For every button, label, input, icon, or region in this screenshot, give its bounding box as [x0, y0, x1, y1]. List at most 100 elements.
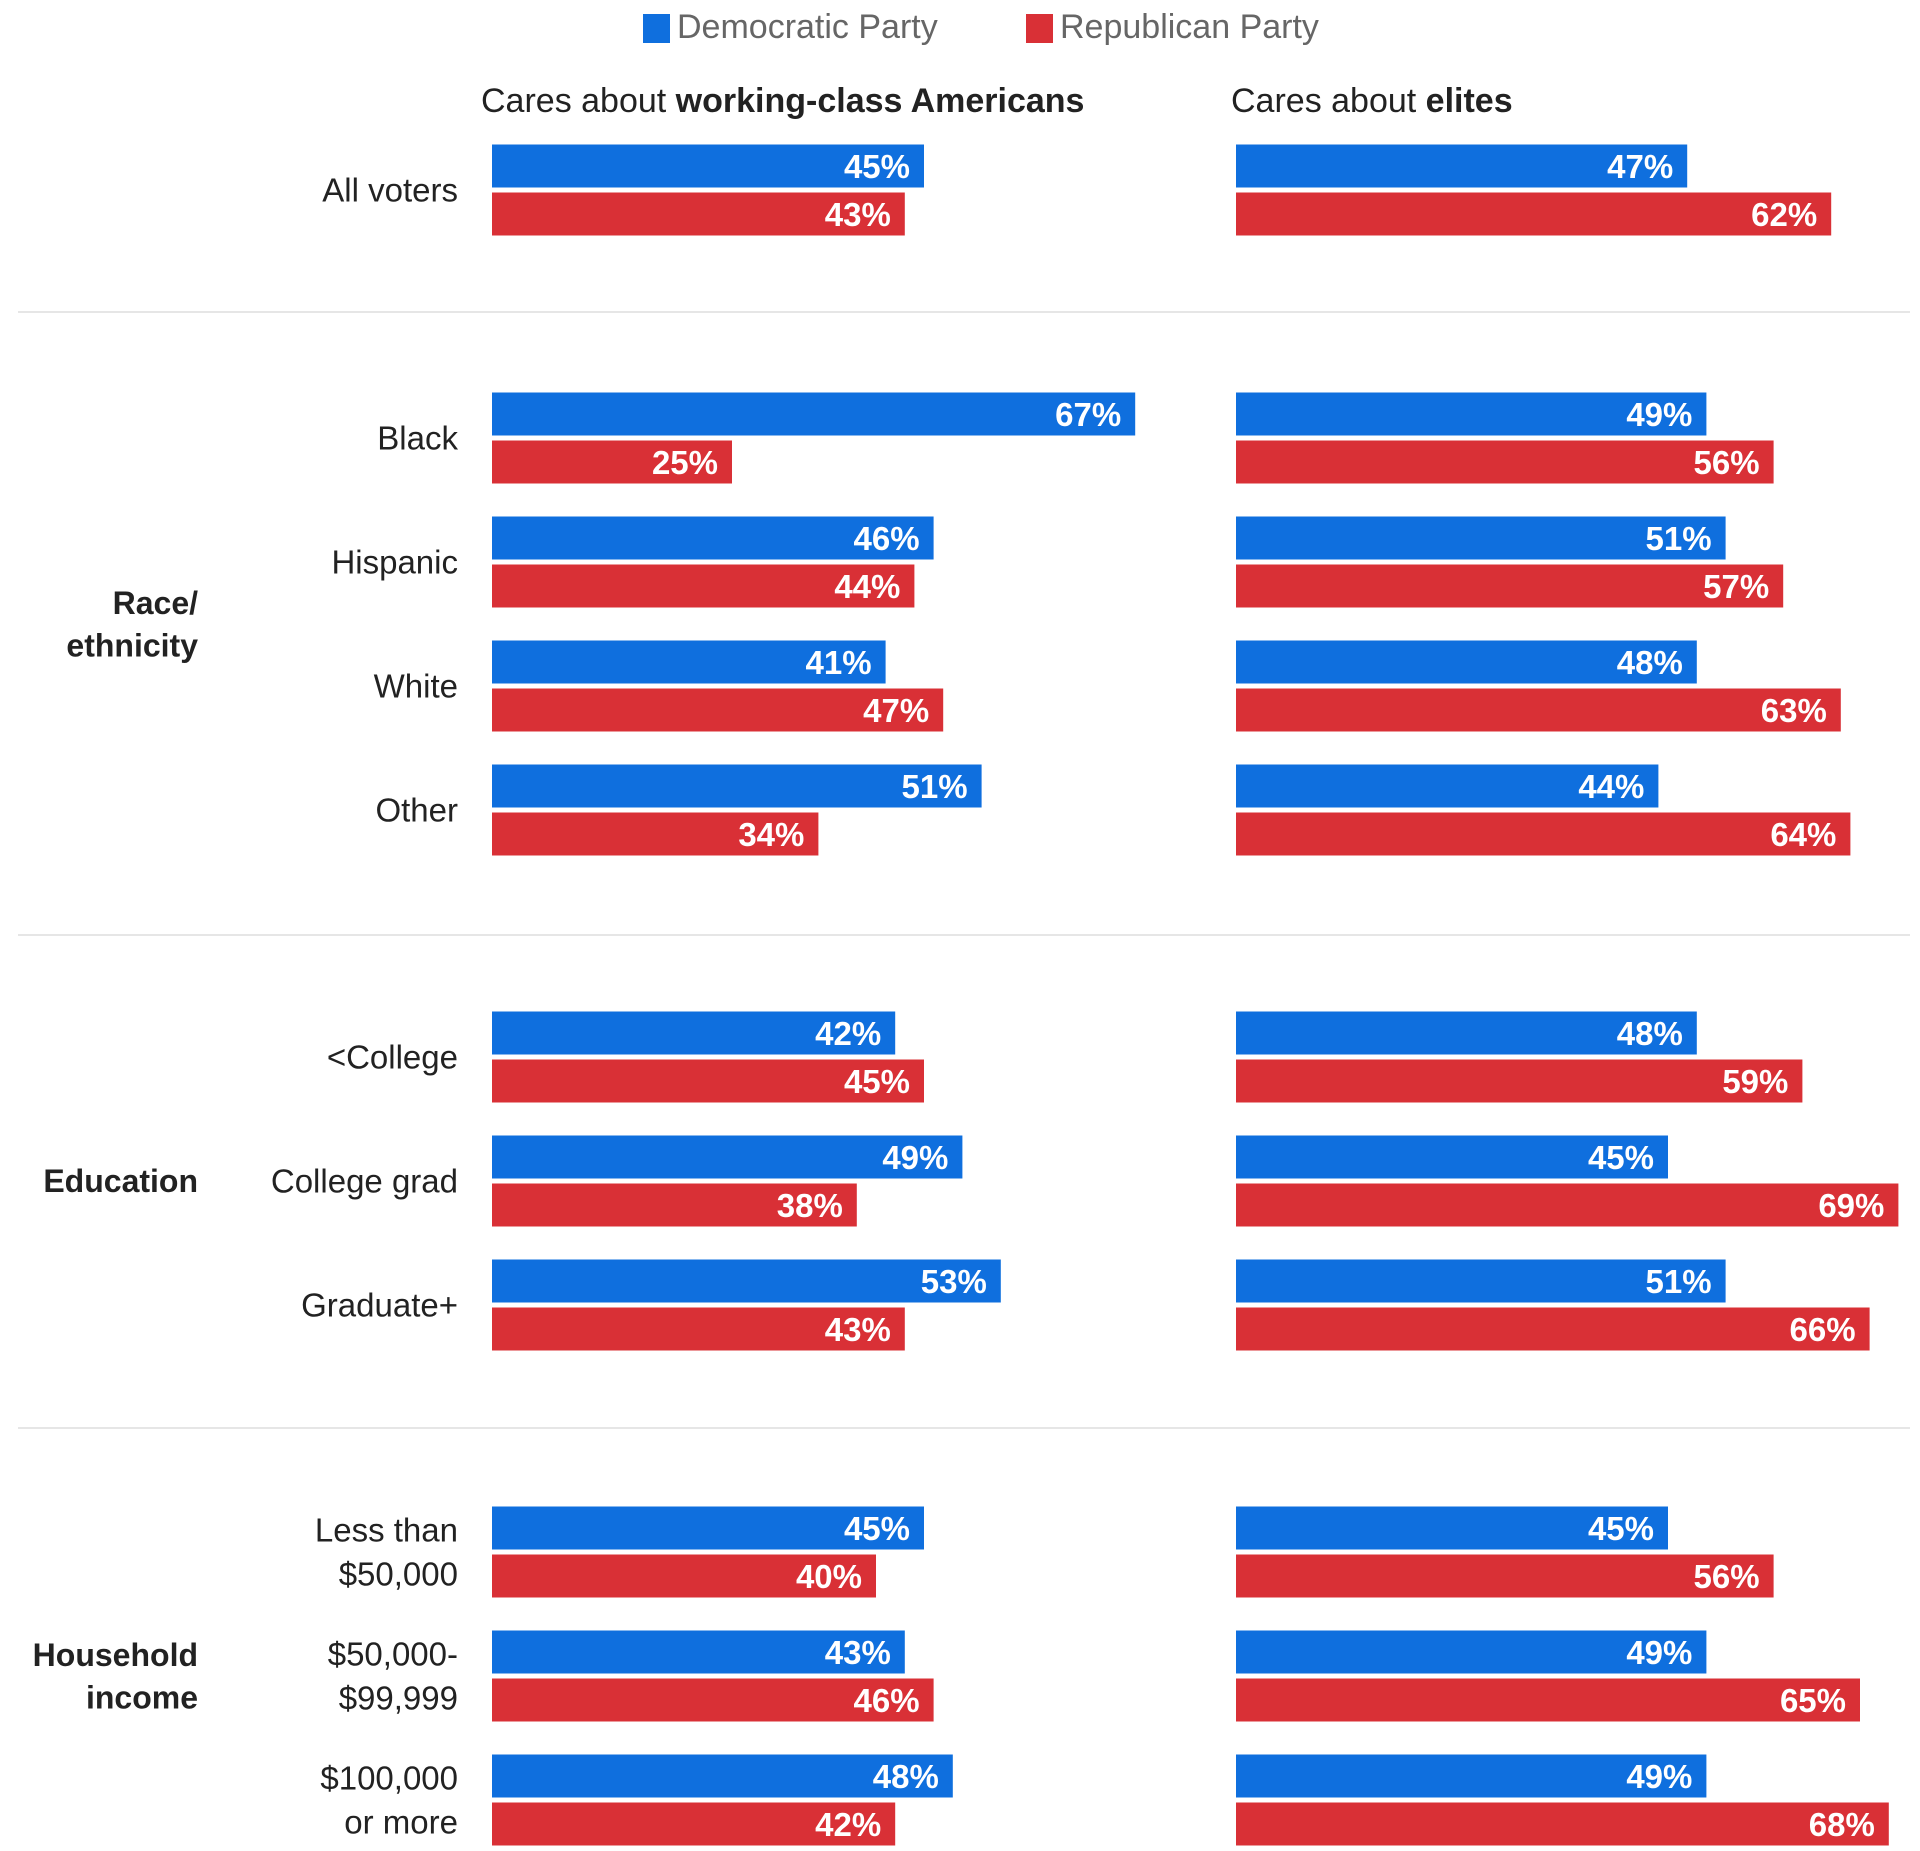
- bar-republican: [1236, 1802, 1889, 1846]
- bar-democratic: [492, 516, 934, 560]
- panel-title-working-class: Cares about working-class Americans: [481, 82, 1084, 120]
- bar-value-label: 44%: [834, 568, 900, 605]
- bar-republican: [1236, 1059, 1803, 1103]
- bar-value-label: 48%: [1617, 644, 1683, 681]
- group-label: Household income: [33, 1637, 198, 1716]
- bar-value-label: 69%: [1818, 1187, 1884, 1224]
- bar-value-label: 43%: [825, 1311, 891, 1348]
- bar-democratic: [492, 1506, 924, 1550]
- row-label: White: [374, 668, 458, 705]
- bar-value-label: 49%: [882, 1139, 948, 1176]
- bar-value-label: 45%: [1588, 1510, 1654, 1547]
- bar-value-label: 45%: [1588, 1139, 1654, 1176]
- bar-value-label: 65%: [1780, 1682, 1846, 1719]
- legend-item-democratic: Democratic Party: [643, 8, 938, 46]
- panel-title-bold: working-class Americans: [675, 82, 1085, 120]
- bar-democratic: [1236, 764, 1659, 808]
- bar-value-label: 46%: [854, 1682, 920, 1719]
- bar-value-label: 40%: [796, 1558, 862, 1595]
- bar-value-label: 56%: [1694, 1558, 1760, 1595]
- bar-republican: [1236, 192, 1832, 236]
- bar-value-label: 51%: [1646, 520, 1712, 557]
- row-label: Less than $50,000: [315, 1512, 458, 1593]
- bar-value-label: 59%: [1722, 1063, 1788, 1100]
- bar-value-label: 53%: [921, 1263, 987, 1300]
- panel-title-prefix: Cares about: [1231, 82, 1426, 120]
- bar-republican: [492, 564, 915, 608]
- row-label: Other: [375, 792, 458, 829]
- bar-republican: [492, 1678, 934, 1722]
- bar-value-label: 56%: [1694, 444, 1760, 481]
- bar-republican: [492, 440, 732, 484]
- bar-value-label: 57%: [1703, 568, 1769, 605]
- bar-value-label: 38%: [777, 1187, 843, 1224]
- bar-value-label: 42%: [815, 1015, 881, 1052]
- bar-democratic: [492, 144, 924, 188]
- bar-value-label: 48%: [1617, 1015, 1683, 1052]
- bar-value-label: 49%: [1626, 1758, 1692, 1795]
- bar-democratic: [492, 764, 982, 808]
- bar-republican: [492, 812, 819, 856]
- bar-value-label: 25%: [652, 444, 718, 481]
- bar-democratic: [1236, 392, 1707, 436]
- bar-republican: [1236, 688, 1841, 732]
- bar-value-label: 41%: [806, 644, 872, 681]
- bar-democratic: [492, 1259, 1001, 1303]
- row-label: $100,000 or more: [320, 1760, 458, 1841]
- bar-republican: [492, 192, 905, 236]
- bar-democratic: [1236, 1011, 1697, 1055]
- legend-label: Democratic Party: [677, 8, 938, 46]
- legend-label: Republican Party: [1060, 8, 1319, 46]
- bar-value-label: 45%: [844, 148, 910, 185]
- panel-title-elites: Cares about elites: [1231, 82, 1513, 120]
- row-labels: All voters Race/ethnicity Black Hispanic Whi…: [33, 172, 459, 1841]
- bar-democratic: [492, 1630, 905, 1674]
- row-label: All voters: [322, 172, 458, 209]
- row-label: Black: [377, 420, 458, 457]
- bar-value-label: 42%: [815, 1806, 881, 1843]
- bar-democratic: [492, 1135, 963, 1179]
- bar-value-label: 44%: [1578, 768, 1644, 805]
- bar-value-label: 43%: [825, 196, 891, 233]
- bar-democratic: [1236, 1754, 1707, 1798]
- bar-value-label: 51%: [902, 768, 968, 805]
- bar-democratic: [492, 392, 1136, 436]
- bar-value-label: 68%: [1809, 1806, 1875, 1843]
- bar-democratic: [1236, 516, 1726, 560]
- row-label: <College: [327, 1039, 458, 1076]
- bar-value-label: 34%: [738, 816, 804, 853]
- bar-value-label: 62%: [1751, 196, 1817, 233]
- bar-republican: [1236, 1554, 1774, 1598]
- bar-democratic: [1236, 1506, 1668, 1550]
- bar-republican: [1236, 1183, 1899, 1227]
- bar-value-label: 67%: [1055, 396, 1121, 433]
- bar-value-label: 43%: [825, 1634, 891, 1671]
- bar-democratic: [1236, 1630, 1707, 1674]
- bar-republican: [492, 1307, 905, 1351]
- bar-value-label: 45%: [844, 1063, 910, 1100]
- bar-republican: [1236, 1307, 1870, 1351]
- row-label: $50,000-$99,999: [328, 1636, 458, 1717]
- bar-value-label: 66%: [1790, 1311, 1856, 1348]
- bar-value-label: 51%: [1646, 1263, 1712, 1300]
- bar-democratic: [1236, 640, 1697, 684]
- bar-value-label: 46%: [854, 520, 920, 557]
- panel-title-prefix: Cares about: [481, 82, 676, 120]
- group-label: Education: [43, 1163, 198, 1199]
- bar-value-label: 48%: [873, 1758, 939, 1795]
- legend-item-republican: Republican Party: [1026, 8, 1319, 46]
- legend-swatch: [643, 14, 670, 43]
- bar-democratic: [492, 1011, 896, 1055]
- bar-republican: [492, 1802, 896, 1846]
- row-label: Graduate+: [301, 1287, 458, 1324]
- bar-value-label: 49%: [1626, 1634, 1692, 1671]
- group-dividers: [18, 311, 1910, 1429]
- panel-title-bold: elites: [1426, 82, 1513, 120]
- bar-value-label: 45%: [844, 1510, 910, 1547]
- bar-republican: [1236, 440, 1774, 484]
- bar-republican: [492, 1183, 857, 1227]
- bar-democratic: [492, 1754, 953, 1798]
- group-label: Race/ethnicity: [66, 585, 198, 664]
- bar-democratic: [1236, 1259, 1726, 1303]
